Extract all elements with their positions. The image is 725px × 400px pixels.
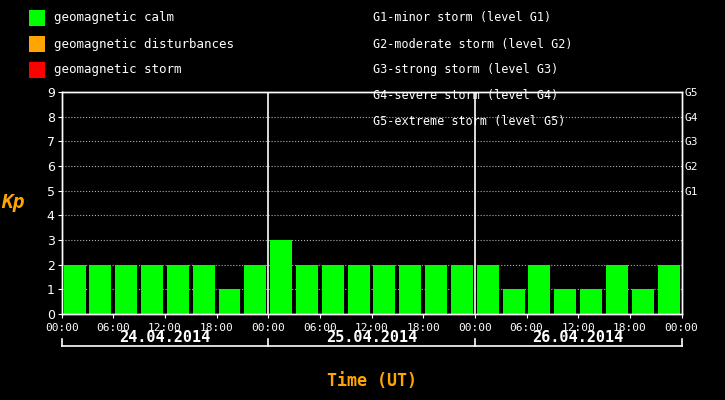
Bar	[322, 265, 344, 314]
Text: geomagnetic storm: geomagnetic storm	[54, 64, 181, 76]
Text: G1-minor storm (level G1): G1-minor storm (level G1)	[373, 12, 552, 24]
Text: geomagnetic disturbances: geomagnetic disturbances	[54, 38, 233, 50]
Text: 24.04.2014: 24.04.2014	[120, 330, 210, 346]
Bar	[502, 289, 525, 314]
Bar	[270, 240, 292, 314]
Bar	[193, 265, 215, 314]
Bar	[296, 265, 318, 314]
Text: G5-extreme storm (level G5): G5-extreme storm (level G5)	[373, 116, 566, 128]
Bar	[631, 289, 654, 314]
Bar	[580, 289, 602, 314]
Bar	[244, 265, 266, 314]
Text: Time (UT): Time (UT)	[326, 372, 417, 390]
Bar	[477, 265, 499, 314]
Bar	[451, 265, 473, 314]
Bar	[115, 265, 137, 314]
Text: 25.04.2014: 25.04.2014	[326, 330, 417, 346]
Bar	[373, 265, 395, 314]
Bar	[89, 265, 112, 314]
Bar	[167, 265, 188, 314]
Bar	[606, 265, 628, 314]
Bar	[425, 265, 447, 314]
Text: G4-severe storm (level G4): G4-severe storm (level G4)	[373, 90, 559, 102]
Bar	[218, 289, 241, 314]
Text: G3-strong storm (level G3): G3-strong storm (level G3)	[373, 64, 559, 76]
Text: geomagnetic calm: geomagnetic calm	[54, 12, 174, 24]
Text: 26.04.2014: 26.04.2014	[533, 330, 624, 346]
Bar	[348, 265, 370, 314]
Bar	[529, 265, 550, 314]
Bar	[399, 265, 421, 314]
Bar	[141, 265, 163, 314]
Bar	[555, 289, 576, 314]
Bar	[658, 265, 679, 314]
Text: Kp: Kp	[1, 194, 25, 212]
Text: G2-moderate storm (level G2): G2-moderate storm (level G2)	[373, 38, 573, 50]
Bar	[64, 265, 86, 314]
